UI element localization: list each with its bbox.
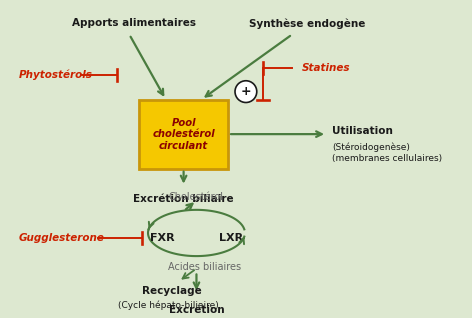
Text: FXR: FXR xyxy=(150,233,174,243)
Text: Phytostérols: Phytostérols xyxy=(18,70,93,80)
Text: +: + xyxy=(241,85,251,98)
Text: Apports alimentaires: Apports alimentaires xyxy=(72,18,196,29)
Text: (Stéroidogenèse): (Stéroidogenèse) xyxy=(332,142,410,152)
Text: Cholestérol: Cholestérol xyxy=(169,192,224,202)
Text: Acides biliaires: Acides biliaires xyxy=(168,262,241,272)
Text: Pool
cholestérol
circulant: Pool cholestérol circulant xyxy=(152,118,215,151)
Text: (membranes cellulaires): (membranes cellulaires) xyxy=(332,154,442,163)
Text: (Cycle hépato-biliaire): (Cycle hépato-biliaire) xyxy=(118,300,219,310)
Text: LXR: LXR xyxy=(219,233,243,243)
Text: Recyclage: Recyclage xyxy=(142,286,202,296)
Text: Excrétion biliaire: Excrétion biliaire xyxy=(133,194,234,204)
Text: Synthèse endogène: Synthèse endogène xyxy=(249,18,365,29)
Text: Statines: Statines xyxy=(302,63,351,73)
FancyBboxPatch shape xyxy=(139,100,228,169)
Text: Utilisation: Utilisation xyxy=(332,126,393,136)
Text: Gugglesterone: Gugglesterone xyxy=(18,233,104,243)
Circle shape xyxy=(235,81,257,102)
Text: Excrétion: Excrétion xyxy=(169,305,224,315)
